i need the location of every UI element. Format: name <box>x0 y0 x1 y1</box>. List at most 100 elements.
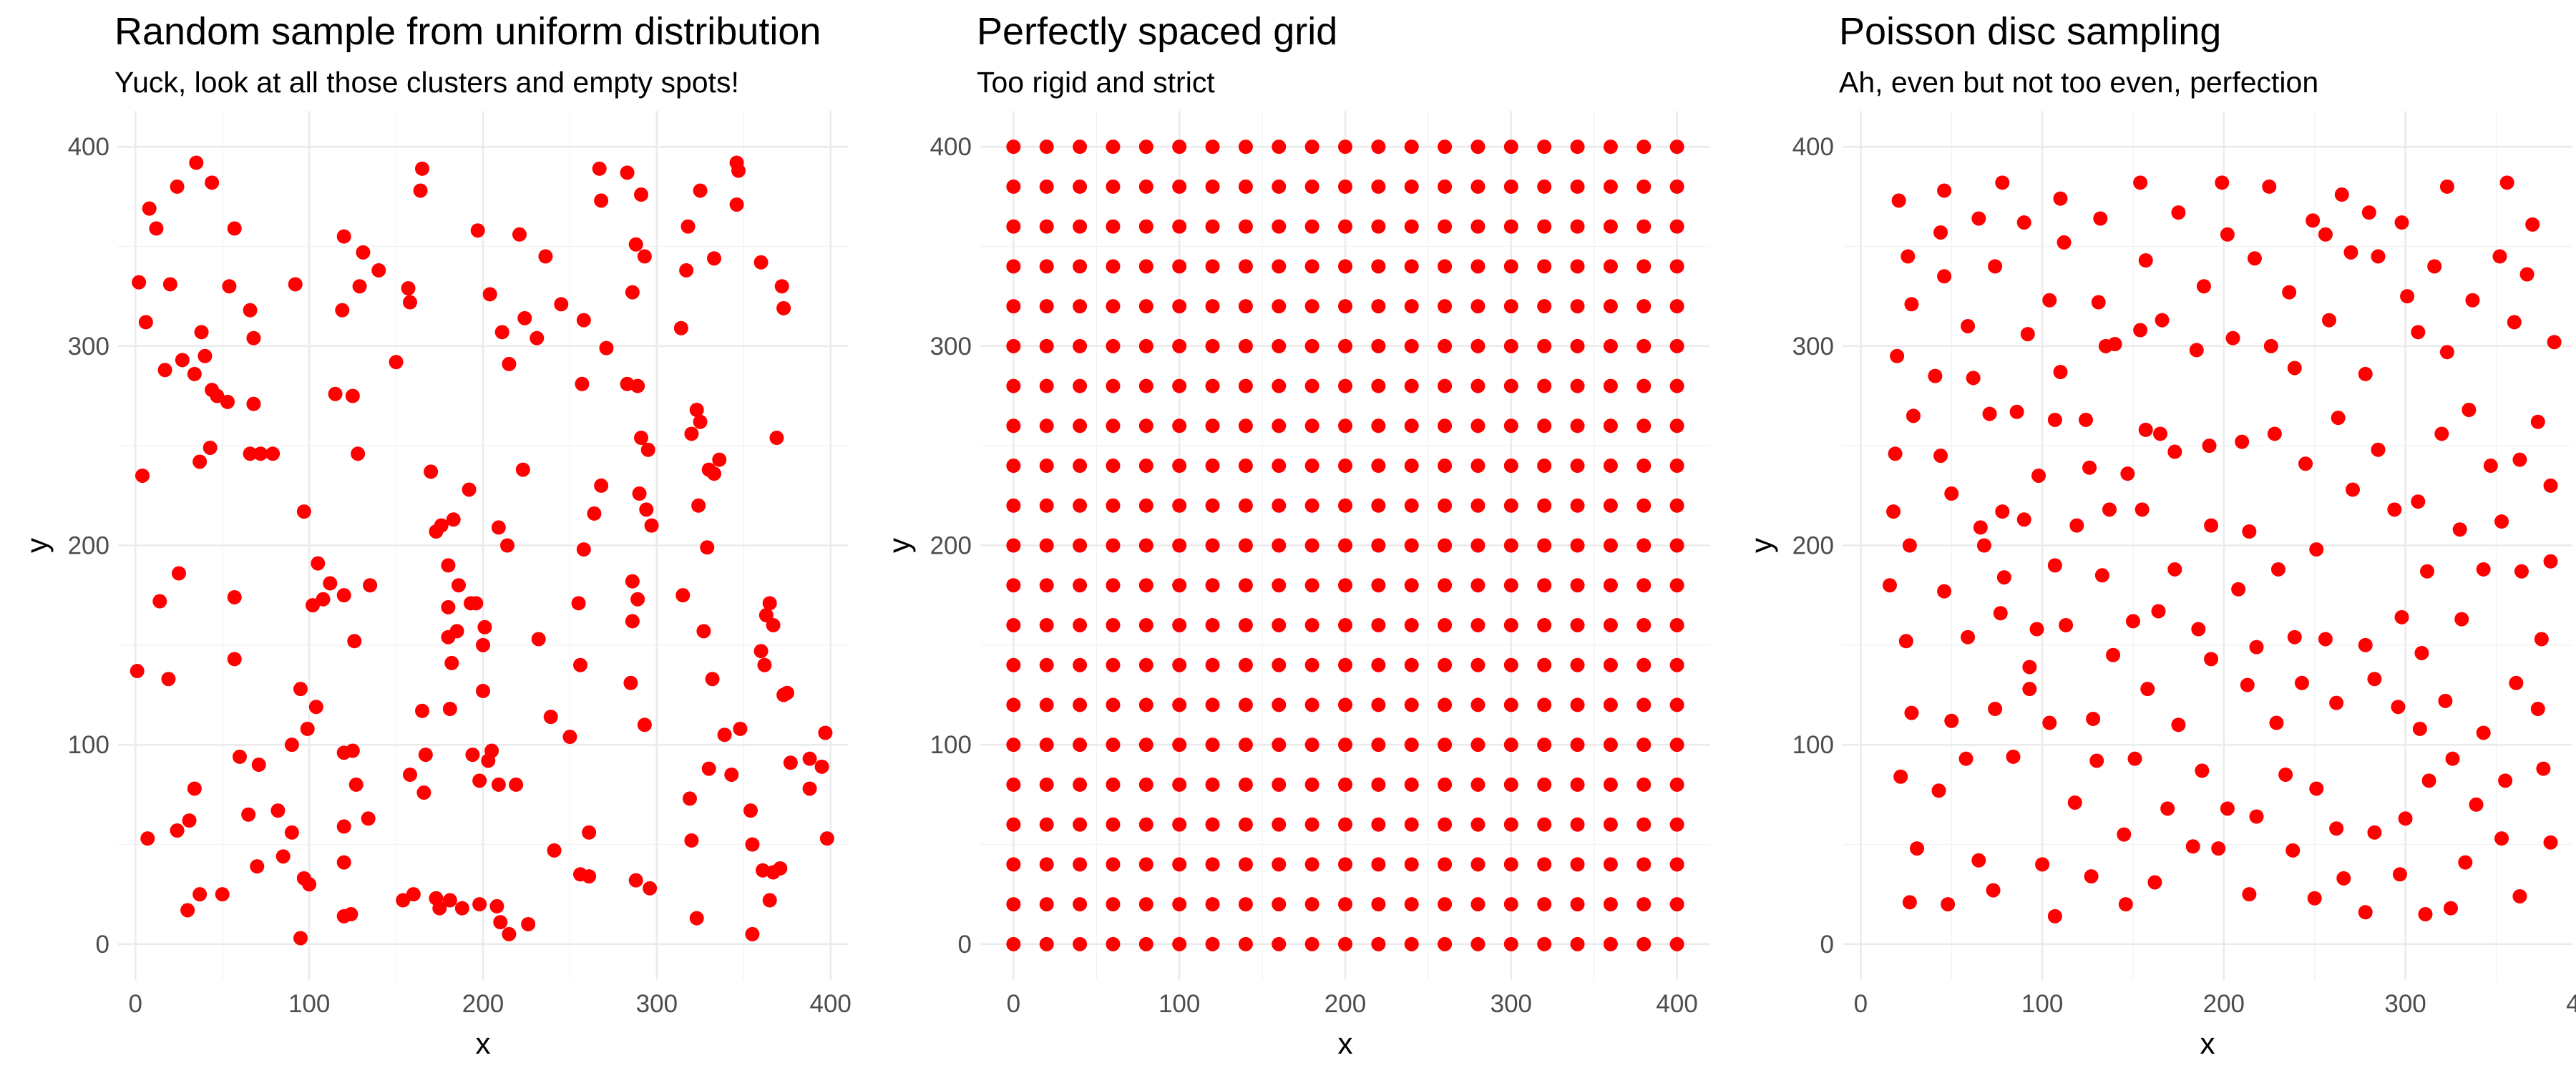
y-tick-label: 0 <box>958 931 972 959</box>
data-point <box>1503 936 1518 951</box>
grid-lines <box>1843 111 2572 980</box>
data-point <box>1304 578 1319 593</box>
data-point <box>1338 459 1352 474</box>
data-point <box>1371 738 1386 753</box>
data-point <box>1570 179 1585 194</box>
data-point <box>251 758 266 773</box>
data-point <box>2153 426 2168 441</box>
data-point <box>1570 936 1585 951</box>
data-point <box>2282 285 2297 300</box>
data-point <box>2387 502 2402 517</box>
data-point <box>1205 817 1220 832</box>
data-point <box>1503 338 1518 353</box>
data-point <box>2263 338 2278 353</box>
data-point <box>1172 817 1187 832</box>
data-point <box>1205 139 1220 155</box>
y-tick-label: 300 <box>1792 333 1834 361</box>
data-point <box>757 657 772 672</box>
data-point <box>2439 345 2454 360</box>
data-point <box>1669 857 1684 872</box>
data-point <box>1570 657 1585 672</box>
data-point <box>1404 219 1419 234</box>
data-point <box>1205 179 1220 194</box>
data-point <box>1304 817 1319 832</box>
data-point <box>2211 841 2226 856</box>
data-point <box>819 831 834 846</box>
data-point <box>2412 721 2427 736</box>
data-point <box>1890 348 1905 363</box>
data-point <box>2309 542 2324 557</box>
data-point <box>1039 179 1054 194</box>
data-point <box>521 916 536 931</box>
data-point <box>1636 777 1652 792</box>
data-point <box>634 187 648 202</box>
data-point <box>1404 936 1419 951</box>
data-point <box>1006 139 1021 155</box>
data-point <box>1238 219 1253 234</box>
data-point <box>1570 617 1585 632</box>
data-point <box>2082 460 2097 475</box>
data-point <box>162 277 177 292</box>
y-tick-label: 400 <box>930 133 972 161</box>
data-point <box>2167 562 2182 577</box>
data-point <box>1669 738 1684 753</box>
data-point <box>2120 466 2135 481</box>
data-point <box>2398 811 2413 826</box>
data-point <box>1073 338 1088 353</box>
data-point <box>157 363 172 378</box>
data-point <box>1073 697 1088 712</box>
data-point <box>1636 259 1652 274</box>
data-point <box>1073 578 1088 593</box>
data-point <box>1371 897 1386 912</box>
data-point <box>2278 767 2293 782</box>
data-point <box>1106 459 1121 474</box>
data-point <box>1603 936 1618 951</box>
data-point <box>2427 259 2442 274</box>
data-point <box>1138 299 1153 314</box>
y-axis-title: y <box>1745 538 1778 553</box>
data-point <box>818 725 833 740</box>
data-point <box>1537 338 1552 353</box>
data-point <box>1172 259 1187 274</box>
y-tick-label: 100 <box>68 731 109 759</box>
data-point <box>1973 520 1988 535</box>
data-point <box>1039 538 1054 553</box>
data-point <box>476 637 490 652</box>
data-point <box>1603 538 1618 553</box>
x-tick-label: 100 <box>2021 990 2063 1018</box>
data-point <box>644 518 659 533</box>
data-point <box>1537 617 1552 632</box>
data-point <box>210 388 225 403</box>
data-point <box>1996 570 2011 585</box>
data-point <box>1272 657 1287 672</box>
data-point <box>363 578 378 593</box>
data-point <box>1238 777 1253 792</box>
data-point <box>241 807 256 822</box>
data-point <box>415 161 429 176</box>
data-point <box>1172 578 1187 593</box>
data-point <box>2445 751 2460 766</box>
data-point <box>1371 139 1386 155</box>
data-point <box>1470 936 1485 951</box>
data-point <box>1636 617 1652 632</box>
data-point <box>2016 215 2031 230</box>
data-point <box>328 386 343 401</box>
data-point <box>2270 562 2285 577</box>
data-point <box>1404 299 1419 314</box>
data-point <box>1404 738 1419 753</box>
data-point <box>2331 411 2346 426</box>
data-point <box>1904 705 1919 720</box>
data-point <box>2318 632 2333 647</box>
data-point <box>2242 524 2257 539</box>
data-point <box>215 887 230 902</box>
data-point <box>1039 259 1054 274</box>
data-point <box>1371 777 1386 792</box>
data-point <box>323 576 338 591</box>
data-point <box>1172 498 1187 513</box>
data-point <box>1961 318 1976 333</box>
data-point <box>776 687 791 702</box>
data-point <box>1338 697 1352 712</box>
data-point <box>1039 738 1054 753</box>
data-point <box>246 330 261 346</box>
data-point <box>1570 817 1585 832</box>
